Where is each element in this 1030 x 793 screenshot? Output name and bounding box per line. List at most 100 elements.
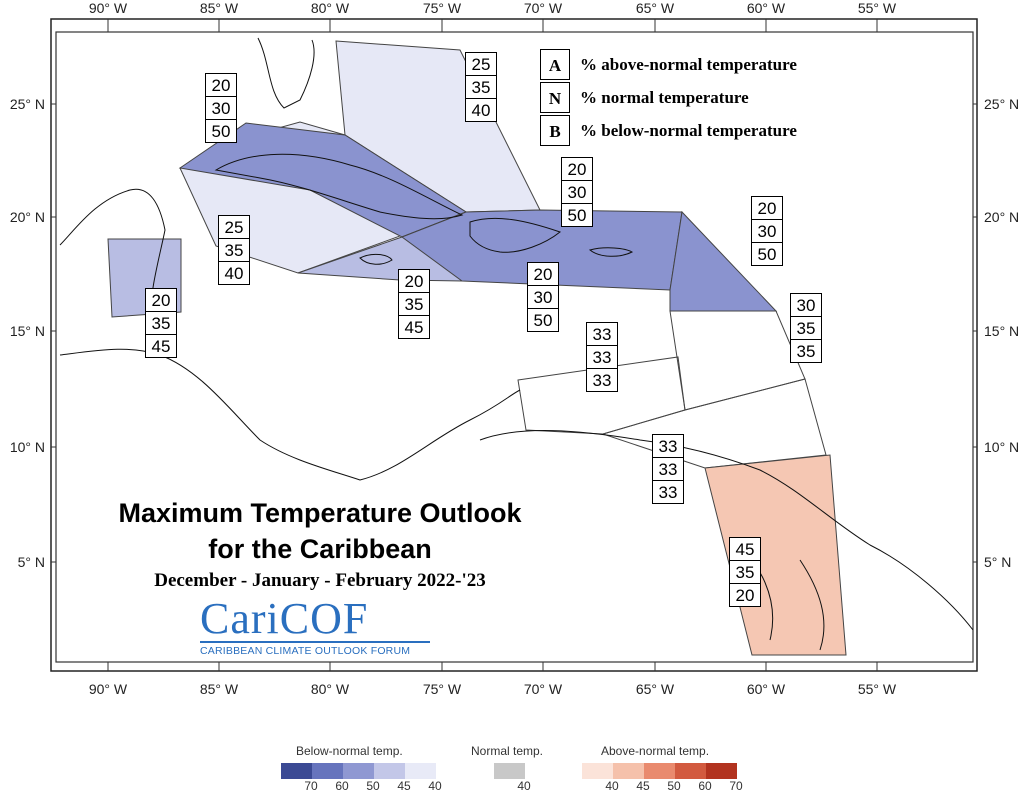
prob-above: 25 — [218, 215, 250, 239]
legend-label-below: 70 — [304, 779, 318, 793]
legend-swatch-above — [675, 763, 706, 779]
prob-normal: 35 — [398, 292, 430, 316]
caricof-logo: CariCOF — [200, 594, 369, 643]
legend-swatch-below — [374, 763, 405, 779]
legend-label-above: 40 — [605, 779, 619, 793]
prob-above: 20 — [527, 262, 559, 286]
lon-label-bottom: 60° W — [747, 681, 786, 697]
legend-swatch-above — [582, 763, 613, 779]
prob-above: 45 — [729, 537, 761, 561]
prob-above: 33 — [586, 322, 618, 346]
key-text: % above-normal temperature — [580, 54, 797, 74]
prob-box-guianas: 45 35 20 — [729, 537, 761, 607]
prob-above: 25 — [465, 52, 497, 76]
legend-label-above: 50 — [667, 779, 681, 793]
prob-normal: 30 — [205, 96, 237, 120]
prob-normal: 35 — [729, 560, 761, 584]
lat-label-right: 5° N — [984, 554, 1011, 570]
lon-label-top: 75° W — [423, 0, 462, 16]
map-title-line1: Maximum Temperature Outlook — [118, 498, 522, 528]
jamaica-coast — [359, 253, 393, 265]
prob-above: 33 — [652, 434, 684, 458]
legend-swatch-above — [613, 763, 644, 779]
legend-label-below: 50 — [366, 779, 380, 793]
lat-label-left: 20° N — [10, 209, 45, 225]
key-text: % below-normal temperature — [580, 120, 797, 140]
lon-label-top: 85° W — [200, 0, 239, 16]
florida-coast — [257, 37, 315, 109]
prob-box-jamaica: 20 35 45 — [398, 269, 430, 339]
legend-label-normal: 40 — [517, 779, 531, 793]
legend-label-below: 40 — [428, 779, 442, 793]
prob-normal: 30 — [751, 219, 783, 243]
lat-label-left: 15° N — [10, 323, 45, 339]
lat-label-left: 10° N — [10, 439, 45, 455]
prob-above: 20 — [398, 269, 430, 293]
lat-label-right: 10° N — [984, 439, 1019, 455]
lat-label-right: 15° N — [984, 323, 1019, 339]
lon-label-top: 90° W — [89, 0, 128, 16]
lon-label-bottom: 75° W — [423, 681, 462, 697]
yucatan-coast — [59, 188, 166, 321]
key-letter: N — [540, 81, 570, 113]
prob-above: 20 — [205, 73, 237, 97]
prob-below: 35 — [790, 339, 822, 363]
legend-swatch-below — [343, 763, 374, 779]
prob-box-cuba: 20 30 50 — [205, 73, 237, 143]
probability-key: A % above-normal temperature N % normal … — [540, 48, 850, 147]
lon-label-bottom: 55° W — [858, 681, 897, 697]
lon-label-top: 65° W — [636, 0, 675, 16]
prob-above: 20 — [145, 288, 177, 312]
prob-above: 20 — [561, 157, 593, 181]
lon-label-top: 70° W — [524, 0, 563, 16]
lon-label-bottom: 90° W — [89, 681, 128, 697]
key-text: % normal temperature — [580, 87, 749, 107]
legend-label-below: 45 — [397, 779, 411, 793]
prob-below: 20 — [729, 583, 761, 607]
prob-box-hispaniola-south: 20 30 50 — [527, 262, 559, 332]
lon-label-top: 60° W — [747, 0, 786, 16]
prob-box-cayman-sea: 25 35 40 — [218, 215, 250, 285]
prob-above: 30 — [790, 293, 822, 317]
prob-below: 45 — [145, 334, 177, 358]
legend-normal-title: Normal temp. — [471, 744, 544, 758]
lon-label-top: 55° W — [858, 0, 897, 16]
south-america-coast — [479, 430, 974, 631]
prob-normal: 35 — [145, 311, 177, 335]
prob-below: 40 — [218, 261, 250, 285]
prob-below: 50 — [751, 242, 783, 266]
key-row-below: B % below-normal temperature — [540, 114, 850, 147]
map-title-line2: for the Caribbean — [208, 534, 432, 564]
legend-label-above: 60 — [698, 779, 712, 793]
lon-label-bottom: 70° W — [524, 681, 563, 697]
lon-label-bottom: 65° W — [636, 681, 675, 697]
legend-label-above: 45 — [636, 779, 650, 793]
lon-label-bottom: 85° W — [200, 681, 239, 697]
lat-label-left: 5° N — [18, 554, 45, 570]
legend-swatch-normal — [494, 763, 525, 779]
prob-normal: 35 — [790, 316, 822, 340]
prob-below: 50 — [205, 119, 237, 143]
key-row-normal: N % normal temperature — [540, 81, 850, 114]
prob-normal: 33 — [586, 345, 618, 369]
caricof-logo-subtitle: CARIBBEAN CLIMATE OUTLOOK FORUM — [200, 645, 411, 657]
lat-label-right: 20° N — [984, 209, 1019, 225]
legend-label-below: 60 — [335, 779, 349, 793]
prob-box-leeward: 20 30 50 — [751, 196, 783, 266]
prob-below: 45 — [398, 315, 430, 339]
prob-above: 20 — [751, 196, 783, 220]
prob-box-hispaniola-north: 20 30 50 — [561, 157, 593, 227]
prob-box-bahamas: 25 35 40 — [465, 52, 497, 122]
prob-below: 40 — [465, 98, 497, 122]
prob-box-abc: 33 33 33 — [586, 322, 618, 392]
prob-normal: 30 — [527, 285, 559, 309]
legend-swatch-below — [281, 763, 312, 779]
prob-below: 50 — [561, 203, 593, 227]
puerto-rico-coast — [588, 247, 634, 257]
cuba-coast — [214, 153, 464, 220]
outer-frame — [50, 18, 978, 672]
lon-label-bottom: 80° W — [311, 681, 350, 697]
lon-label-top: 80° W — [311, 0, 350, 16]
trinidad-zone — [601, 378, 827, 469]
